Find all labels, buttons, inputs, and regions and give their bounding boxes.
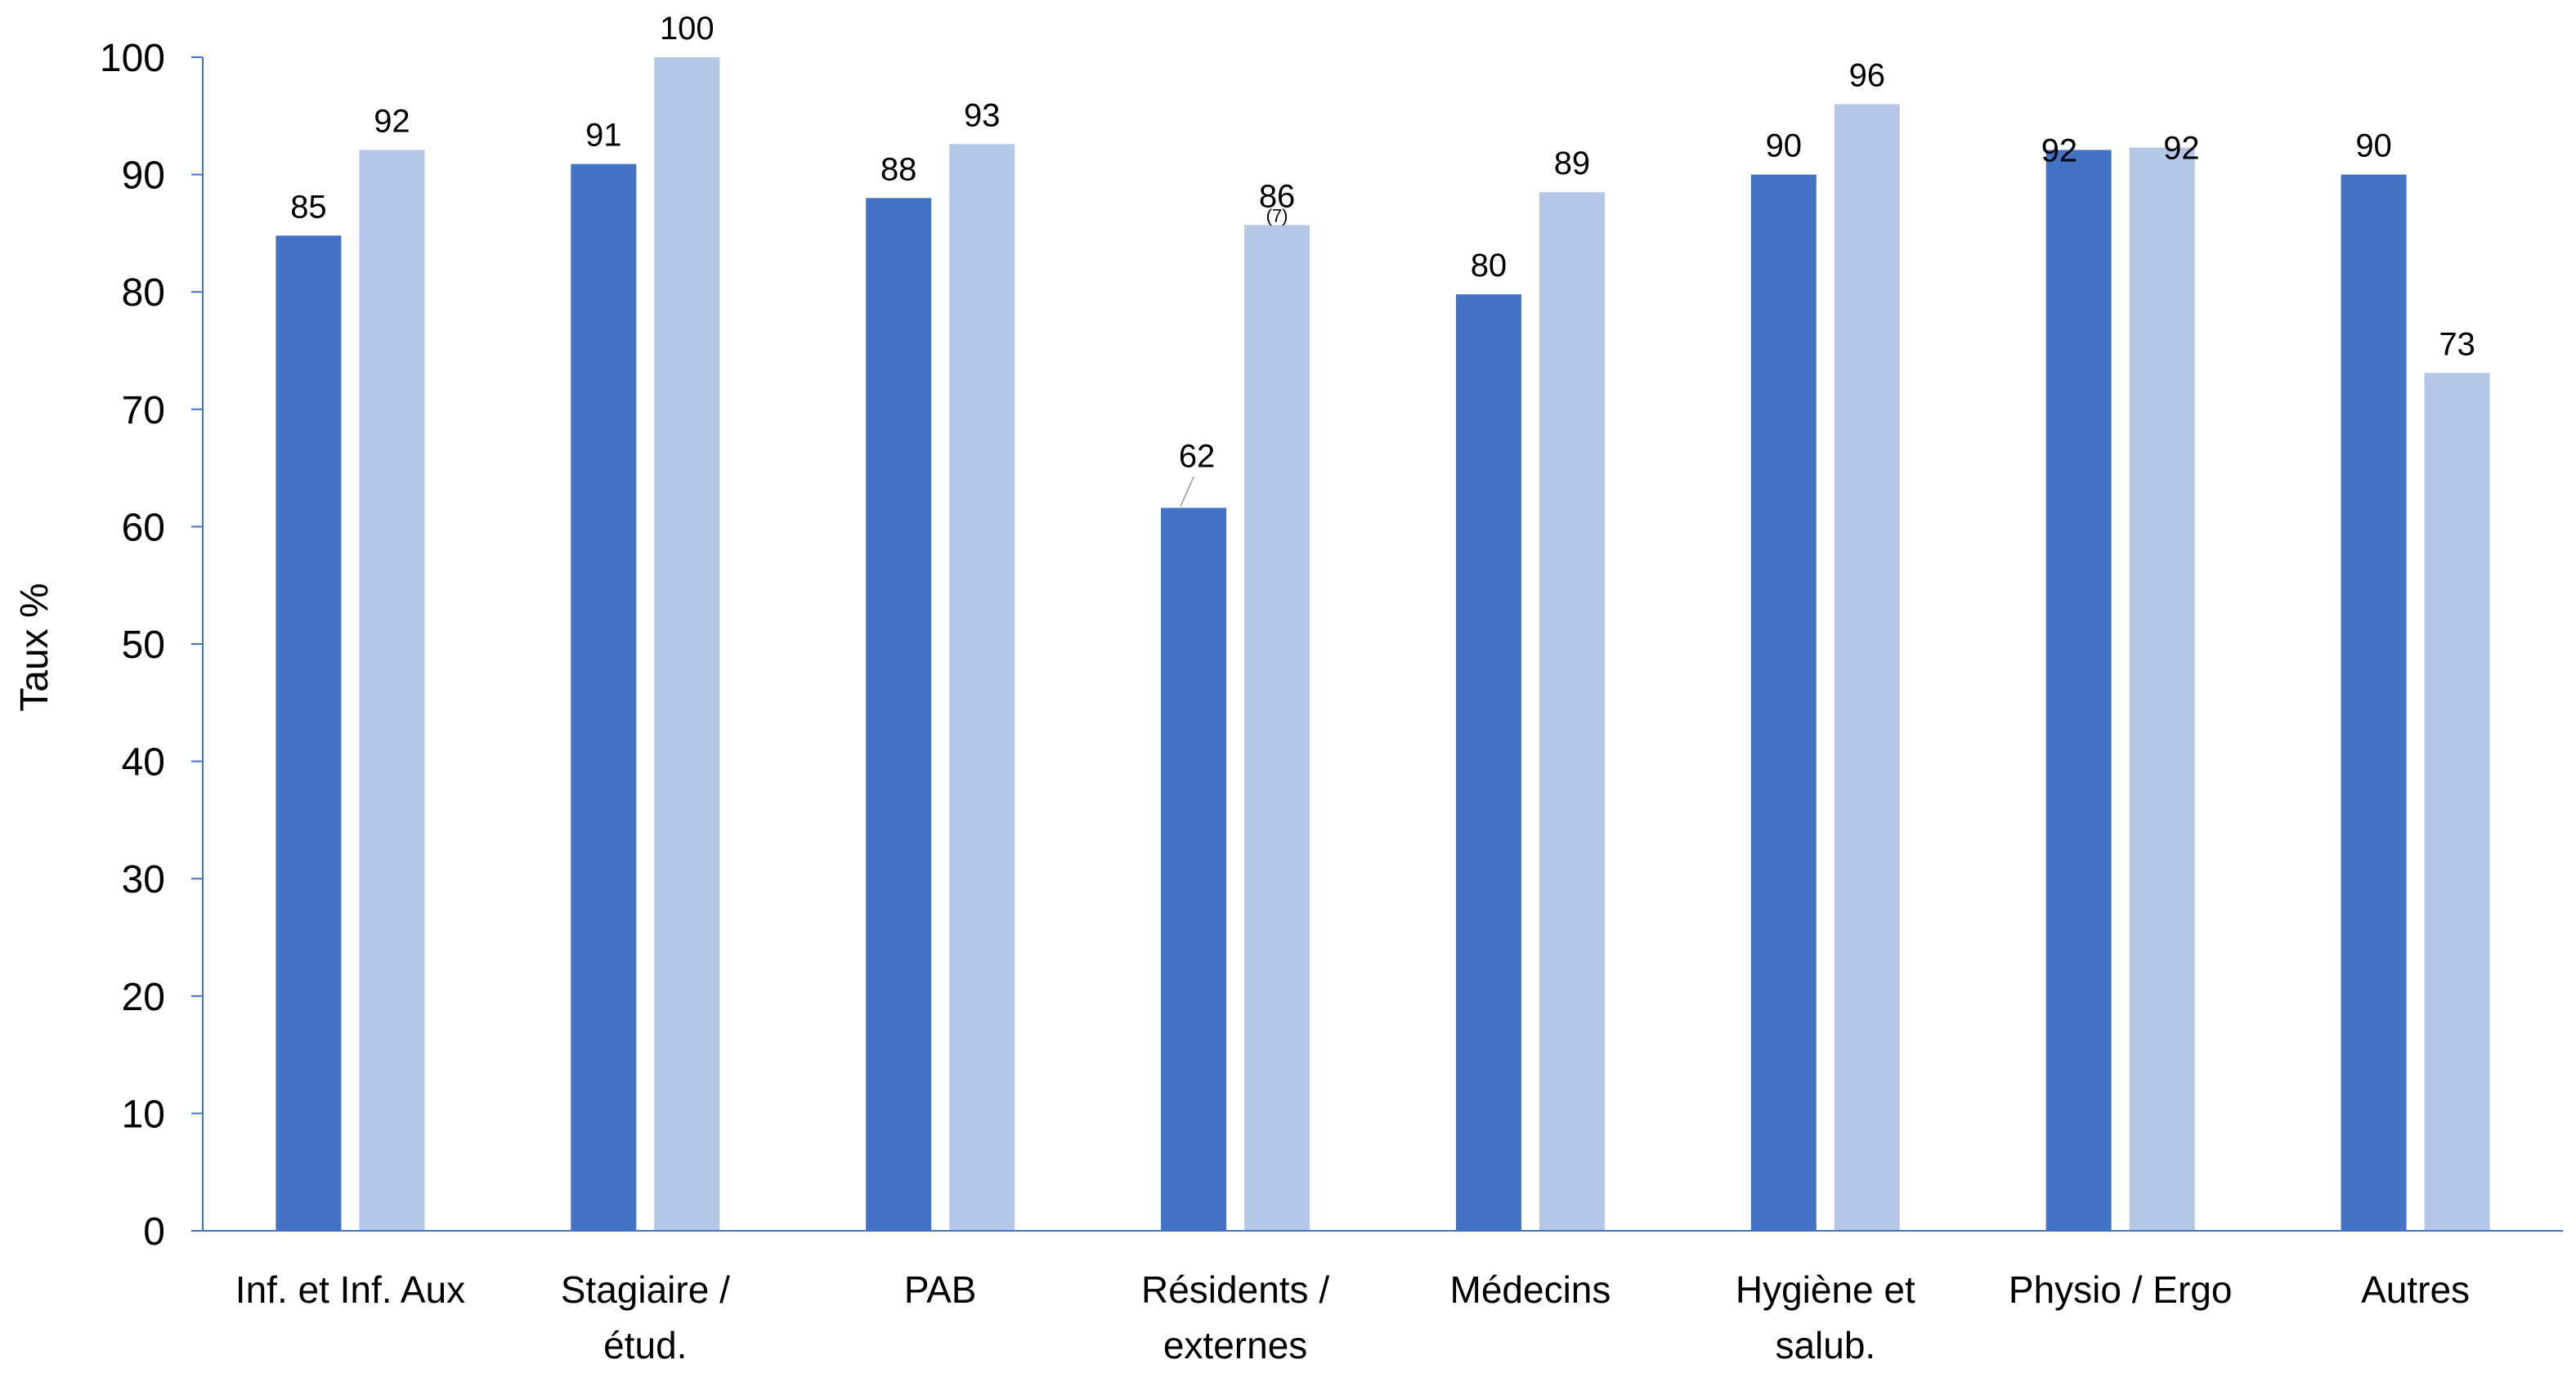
axes <box>202 57 2563 1232</box>
data-label: 89 <box>1554 145 1591 181</box>
bar-series-2 <box>1244 225 1310 1231</box>
y-tick-label: 0 <box>143 1210 165 1254</box>
y-axis-title: Taux % <box>13 583 56 711</box>
bar-series-1 <box>1161 508 1227 1231</box>
x-category-label: externes <box>1163 1324 1307 1366</box>
bar-series-2 <box>2129 147 2195 1231</box>
data-label: 86 <box>1259 178 1296 214</box>
bar-series-1 <box>571 163 637 1231</box>
y-tick-label: 70 <box>122 389 165 432</box>
bar-series-2 <box>654 57 720 1231</box>
bar-series-1 <box>2341 174 2407 1232</box>
data-label: 93 <box>964 97 1001 133</box>
data-label: 90 <box>1766 128 1803 164</box>
bar-series-1 <box>866 198 932 1231</box>
data-label: 92 <box>374 103 410 139</box>
bar-series-1 <box>276 235 342 1232</box>
y-tick-label: 90 <box>122 154 165 198</box>
y-tick-label: 100 <box>100 37 165 80</box>
x-category-label: Hygiène et <box>1736 1268 1915 1311</box>
y-tick-label: 10 <box>122 1093 165 1136</box>
x-category-label: Physio / Ergo <box>2009 1268 2233 1311</box>
y-tick-label: 30 <box>122 858 165 901</box>
bar-series-2 <box>2424 373 2490 1232</box>
bar-series-2 <box>949 144 1015 1231</box>
y-tick-label: 50 <box>122 624 165 667</box>
x-category-label: Résidents / <box>1141 1268 1329 1311</box>
data-label: 100 <box>660 11 715 47</box>
x-category-label: Médecins <box>1450 1268 1611 1311</box>
bar-series-2 <box>1539 192 1605 1231</box>
annotation-label: (7) <box>1266 205 1288 226</box>
leader-line <box>1180 476 1194 507</box>
data-label: 91 <box>585 118 622 154</box>
x-category-label: Autres <box>2361 1268 2470 1311</box>
x-category-label: Inf. et Inf. Aux <box>235 1268 465 1311</box>
data-label: 92 <box>2163 131 2200 167</box>
data-label: 80 <box>1471 248 1508 284</box>
data-label: 85 <box>290 189 327 225</box>
bar-series-1 <box>2045 150 2112 1232</box>
data-label: 62 <box>1179 438 1216 474</box>
data-label: 88 <box>880 151 917 187</box>
data-labels: 85 92 91 100 88 93 62 86 80 89 90 96 92 92 90 73 (7) <box>290 11 2475 507</box>
bars <box>276 57 2490 1232</box>
y-tick-label: 80 <box>122 271 165 315</box>
x-category-label: PAB <box>904 1268 977 1311</box>
y-tick-label: 40 <box>122 741 165 785</box>
x-category-label: étud. <box>603 1324 687 1366</box>
bar-series-1 <box>1455 294 1521 1231</box>
bar-series-2 <box>1834 104 1900 1232</box>
y-tick-label: 60 <box>122 506 165 549</box>
x-category-label: Stagiaire / <box>561 1268 730 1311</box>
y-tick-label: 20 <box>122 976 165 1019</box>
x-category-label: salub. <box>1775 1324 1875 1366</box>
data-label: 73 <box>2439 326 2475 362</box>
category-labels: Inf. et Inf. Aux Stagiaire / étud. PAB Résid… <box>235 1268 2470 1366</box>
bar-series-1 <box>1750 174 1817 1232</box>
bar-series-2 <box>359 150 425 1232</box>
data-label: 92 <box>2041 132 2078 168</box>
y-axis-title-group: Taux % <box>13 583 56 711</box>
data-label: 96 <box>1849 57 1886 93</box>
y-axis-ticks: 0 10 20 30 40 50 60 70 80 90 100 <box>100 37 203 1254</box>
data-label: 90 <box>2355 128 2392 164</box>
